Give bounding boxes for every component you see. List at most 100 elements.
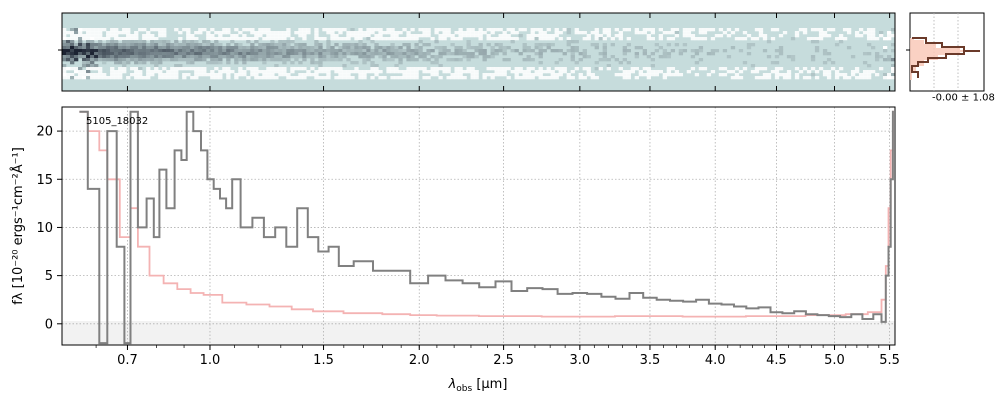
heatmap-cell [410, 67, 415, 71]
heatmap-cell [354, 31, 359, 35]
heatmap-cell [346, 76, 351, 80]
heatmap-cell [294, 49, 299, 53]
heatmap-cell [322, 76, 327, 80]
heatmap-cell [206, 73, 211, 77]
heatmap-cell [626, 76, 631, 80]
heatmap-cell [334, 58, 339, 62]
y-tick-label-3: 15 [36, 173, 53, 188]
heatmap-cell [70, 31, 75, 35]
heatmap-cell [70, 58, 75, 62]
heatmap-cell [282, 40, 287, 44]
heatmap-cell [322, 67, 327, 71]
heatmap-cell [554, 67, 559, 71]
heatmap-cell [162, 55, 167, 59]
heatmap-cell [570, 46, 575, 50]
heatmap-cell [134, 52, 139, 56]
heatmap-cell [118, 70, 123, 74]
heatmap-cell [494, 37, 499, 41]
heatmap-cell [366, 55, 371, 59]
heatmap-cell [218, 58, 223, 62]
heatmap-cell [474, 73, 479, 77]
heatmap-cell [94, 67, 99, 71]
heatmap-cell [270, 49, 275, 53]
heatmap-cell [478, 46, 483, 50]
heatmap-cell [662, 49, 668, 53]
heatmap-cell [658, 37, 664, 41]
heatmap-cell [158, 58, 163, 62]
heatmap-cell [826, 58, 832, 62]
heatmap-cell [322, 52, 327, 56]
heatmap-cell [610, 43, 615, 47]
heatmap-cell [326, 67, 331, 71]
heatmap-cell [166, 52, 171, 56]
heatmap-cell [458, 52, 463, 56]
heatmap-cell [410, 52, 415, 56]
heatmap-cell [266, 55, 271, 59]
heatmap-cell [542, 43, 547, 47]
heatmap-cell [134, 73, 139, 77]
heatmap-cell [890, 64, 896, 68]
heatmap-cell [150, 28, 155, 32]
heatmap-cell [862, 61, 868, 65]
profile-annotation: -0.00 ± 1.08 [932, 92, 995, 103]
heatmap-cell [386, 52, 391, 56]
heatmap-cell [542, 34, 547, 38]
heatmap-cell [158, 31, 163, 35]
heatmap-cell [370, 52, 375, 56]
heatmap-cell [86, 28, 91, 32]
heatmap-cell [94, 43, 99, 47]
heatmap-cell [394, 64, 399, 68]
heatmap-cell [114, 52, 119, 56]
heatmap-cell [246, 52, 251, 56]
heatmap-cell [94, 58, 99, 62]
heatmap-cell [170, 46, 175, 50]
heatmap-cell [206, 46, 211, 50]
heatmap-cell [522, 73, 527, 77]
heatmap-cell [134, 43, 139, 47]
grid [62, 107, 895, 345]
heatmap-cell [142, 46, 147, 50]
heatmap-cell [178, 37, 183, 41]
heatmap-cell [190, 46, 195, 50]
heatmap-cell [494, 73, 499, 77]
heatmap-cell [502, 73, 507, 77]
heatmap-cell [498, 46, 503, 50]
heatmap-cell [314, 46, 319, 50]
heatmap-cell [858, 76, 864, 80]
heatmap-cell [726, 28, 732, 32]
heatmap-cell [314, 31, 319, 35]
heatmap-cell [438, 37, 443, 41]
heatmap-cell [550, 73, 555, 77]
heatmap-cell [714, 49, 720, 53]
heatmap-cell [470, 52, 475, 56]
heatmap-cell [110, 76, 115, 80]
heatmap-cell [130, 58, 135, 62]
heatmap-cell [330, 67, 335, 71]
heatmap-cell [430, 67, 435, 71]
heatmap-cell [382, 58, 387, 62]
heatmap-cell [142, 43, 147, 47]
heatmap-cell [162, 58, 167, 62]
heatmap-cell [122, 55, 127, 59]
heatmap-cell [226, 67, 231, 71]
heatmap-cell [634, 67, 639, 71]
heatmap-cell [870, 37, 876, 41]
heatmap-cell [110, 40, 115, 44]
heatmap-cell [534, 28, 539, 32]
heatmap-cell [458, 58, 463, 62]
heatmap-cell [174, 55, 179, 59]
heatmap-cell [442, 37, 447, 41]
heatmap-cell [502, 58, 507, 62]
heatmap-cell [230, 52, 235, 56]
heatmap-cell [138, 73, 143, 77]
heatmap-cell [110, 28, 115, 32]
heatmap-cell [122, 67, 127, 71]
heatmap-cell [762, 67, 768, 71]
heatmap-cell [262, 55, 267, 59]
heatmap-cell [694, 73, 700, 77]
heatmap-cell [122, 52, 127, 56]
heatmap-cell [594, 67, 599, 71]
heatmap-cell [874, 37, 880, 41]
heatmap-cell [406, 70, 411, 74]
heatmap-cell [130, 37, 135, 41]
